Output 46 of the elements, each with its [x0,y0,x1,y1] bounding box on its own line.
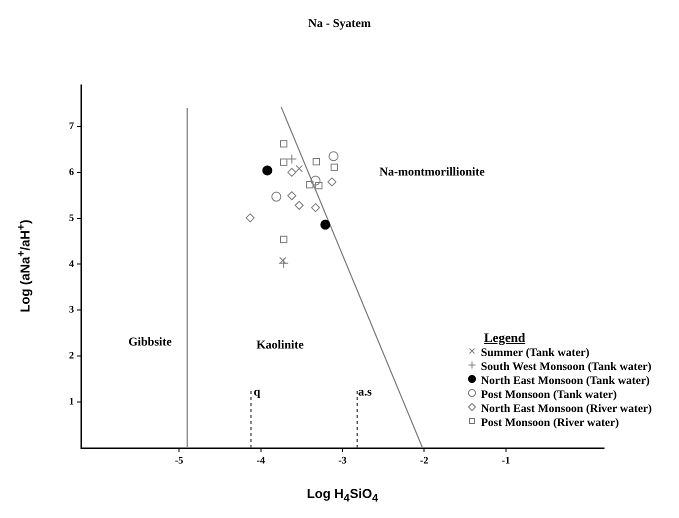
point [310,176,321,186]
y-tick-label: 1 [69,396,74,408]
point [306,181,314,188]
legend-title: Legend [484,330,526,346]
point [287,168,296,177]
annotation: a.s [358,384,372,400]
point [280,140,288,148]
annotation: q [254,384,260,400]
y-tick-label: 4 [69,258,74,270]
point [311,203,320,212]
point [279,256,287,264]
legend-label: Summer (Tank water) [480,347,590,359]
x-tick-label: -3 [338,456,347,467]
annotation: Gibbsite [128,334,172,350]
point [315,182,322,190]
legend-label: Post Monsoon (Tank water) [480,389,617,401]
legend-label: South West Monsoon (Tank water) [480,361,652,373]
legend-label: Post Monsoon (River water) [480,417,619,429]
annotation: Kaolinite [256,338,304,352]
x-tick-label: -4 [256,456,265,467]
y-tick-label: 2 [69,350,74,362]
y-tick-label: 3 [69,304,74,316]
point [328,151,339,162]
y-tick-label: 7 [69,120,74,132]
point [280,236,288,244]
y-tick-label: 6 [69,166,74,178]
point [287,191,296,200]
point [312,158,320,166]
point [330,164,338,171]
point [246,213,255,222]
point [262,165,272,176]
chart-title: Na - Syatem [307,16,372,31]
y-tick-label: 5 [69,212,74,224]
x-axis-title: Log H$_{4}$SiO$_{4}$ [306,486,380,505]
point [320,220,330,230]
point [294,200,304,210]
legend-label: North East Monsoon (River water) [480,403,652,415]
point [280,158,288,166]
point [327,177,336,186]
annotation: Na-montmorillionite [379,164,485,180]
point [271,192,282,202]
x-tick-label: -2 [420,456,428,467]
legend-label: North East Monsoon (Tank water) [480,375,650,387]
x-tick-label: -1 [502,456,510,467]
point [296,164,303,172]
x-tick-label: -5 [174,456,184,467]
